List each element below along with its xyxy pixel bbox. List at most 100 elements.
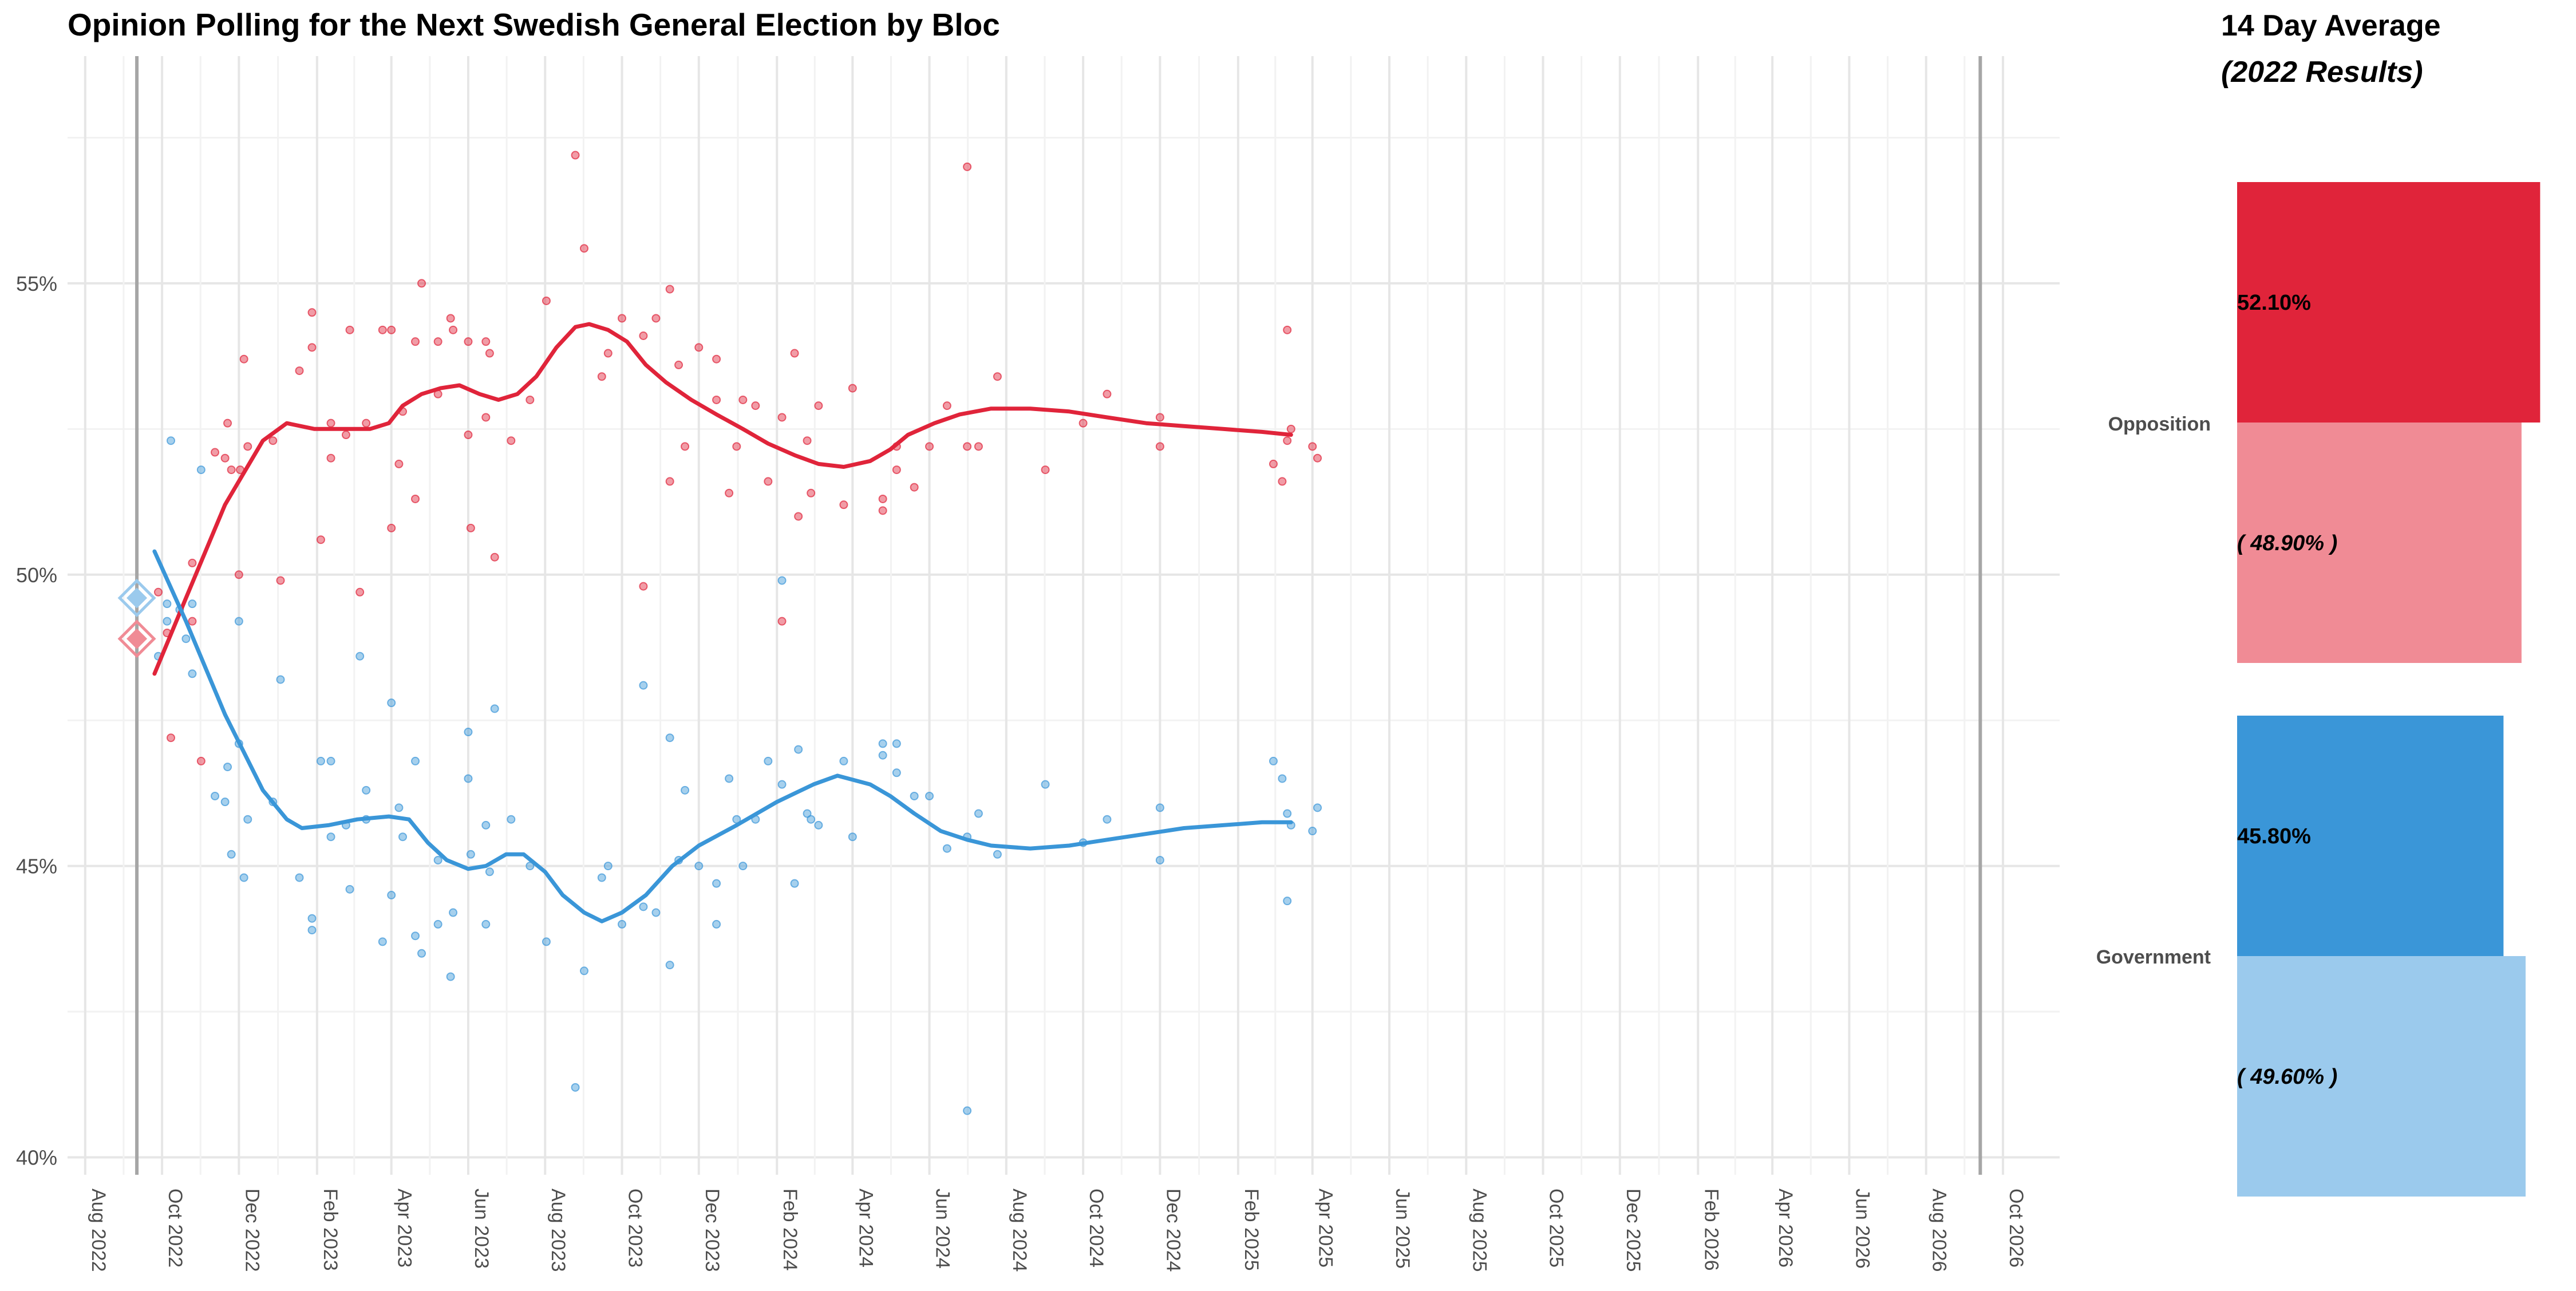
poll-point: [803, 436, 812, 445]
poll-point: [449, 325, 458, 334]
poll-point: [276, 675, 285, 684]
election-result-marker: [127, 587, 148, 609]
side-panel-subtitle: (2022 Results): [2221, 56, 2423, 89]
poll-point: [618, 314, 627, 323]
poll-point: [398, 832, 408, 842]
poll-point: [234, 570, 243, 579]
poll-point: [196, 465, 206, 475]
x-tick-label: Apr 2023: [394, 1189, 416, 1268]
poll-point: [963, 162, 972, 171]
poll-point: [807, 488, 816, 498]
poll-point: [464, 728, 473, 737]
x-tick-label: Aug 2025: [1468, 1189, 1490, 1272]
poll-point: [603, 862, 613, 871]
poll-point: [1103, 389, 1112, 398]
x-tick-label: Dec 2023: [701, 1189, 723, 1272]
poll-point: [639, 902, 648, 911]
poll-point: [892, 739, 901, 748]
x-tick-label: Oct 2025: [1546, 1189, 1567, 1268]
poll-point: [942, 844, 951, 853]
poll-point: [1078, 419, 1088, 428]
poll-point: [878, 739, 887, 748]
poll-point: [790, 879, 799, 888]
poll-point: [239, 354, 248, 364]
poll-point: [341, 431, 350, 440]
x-tick-label: Apr 2026: [1775, 1189, 1796, 1268]
poll-point: [1283, 436, 1292, 445]
poll-point: [639, 331, 648, 340]
poll-point: [507, 436, 516, 445]
election-result-marker: [117, 619, 156, 658]
x-tick-label: Aug 2022: [88, 1189, 109, 1272]
poll-point: [433, 855, 442, 864]
poll-point: [1278, 774, 1287, 783]
poll-point: [665, 477, 674, 486]
poll-point: [794, 512, 803, 521]
poll-point: [316, 756, 325, 765]
poll-point: [223, 763, 232, 772]
poll-point: [878, 751, 887, 760]
poll-point: [764, 756, 773, 765]
poll-point: [892, 465, 901, 475]
poll-point: [211, 448, 220, 457]
poll-point: [307, 343, 317, 352]
poll-point: [378, 325, 387, 334]
poll-point: [681, 785, 690, 795]
poll-point: [974, 442, 983, 451]
poll-point: [839, 756, 848, 765]
trend-line: [152, 549, 1293, 923]
poll-point: [814, 401, 823, 410]
poll-point: [234, 617, 243, 626]
poll-point: [974, 809, 983, 818]
poll-point: [188, 599, 197, 609]
poll-point: [387, 325, 396, 334]
poll-point: [892, 768, 901, 777]
poll-point: [466, 523, 475, 532]
poll-point: [694, 862, 704, 871]
poll-point: [910, 483, 919, 492]
poll-point: [579, 244, 588, 253]
election-result-label: ( 49.60% ): [2237, 1065, 2337, 1089]
poll-point: [243, 442, 252, 451]
poll-point: [639, 681, 648, 690]
poll-point: [345, 885, 354, 894]
poll-point: [1041, 465, 1050, 475]
poll-point: [1308, 827, 1317, 836]
poll-point: [490, 552, 499, 562]
poll-point: [1041, 780, 1050, 789]
poll-point: [1155, 855, 1164, 864]
poll-point: [507, 815, 516, 824]
poll-point: [433, 337, 442, 346]
poll-point: [153, 587, 163, 597]
x-axis: Aug 2022 Oct 2022 Dec 2022 Feb 2023 Apr 2023…: [88, 1189, 2027, 1272]
poll-point: [355, 652, 365, 661]
poll-point: [378, 937, 387, 946]
poll-point: [526, 395, 535, 404]
x-tick-label: Oct 2026: [2005, 1189, 2027, 1268]
x-tick-label: Dec 2025: [1622, 1189, 1644, 1272]
poll-point: [307, 926, 317, 935]
poll-point: [243, 815, 252, 824]
poll-point: [571, 151, 580, 160]
poll-point: [1269, 756, 1278, 765]
poll-point: [665, 285, 674, 294]
poll-point: [526, 862, 535, 871]
x-tick-label: Feb 2026: [1700, 1189, 1722, 1271]
poll-point: [446, 314, 455, 323]
poll-point: [387, 523, 396, 532]
poll-point: [712, 879, 721, 888]
poll-point: [295, 366, 304, 376]
x-tick-label: Jun 2024: [932, 1189, 954, 1269]
poll-point: [732, 442, 741, 451]
poll-point: [316, 535, 325, 544]
side-panel-title: 14 Day Average: [2221, 9, 2441, 42]
poll-point: [326, 832, 335, 842]
poll-point: [276, 576, 285, 585]
poll-point: [181, 634, 191, 643]
poll-point: [268, 436, 278, 445]
x-tick-label: Feb 2025: [1240, 1189, 1262, 1271]
poll-point: [1155, 413, 1164, 422]
poll-point: [227, 850, 236, 859]
